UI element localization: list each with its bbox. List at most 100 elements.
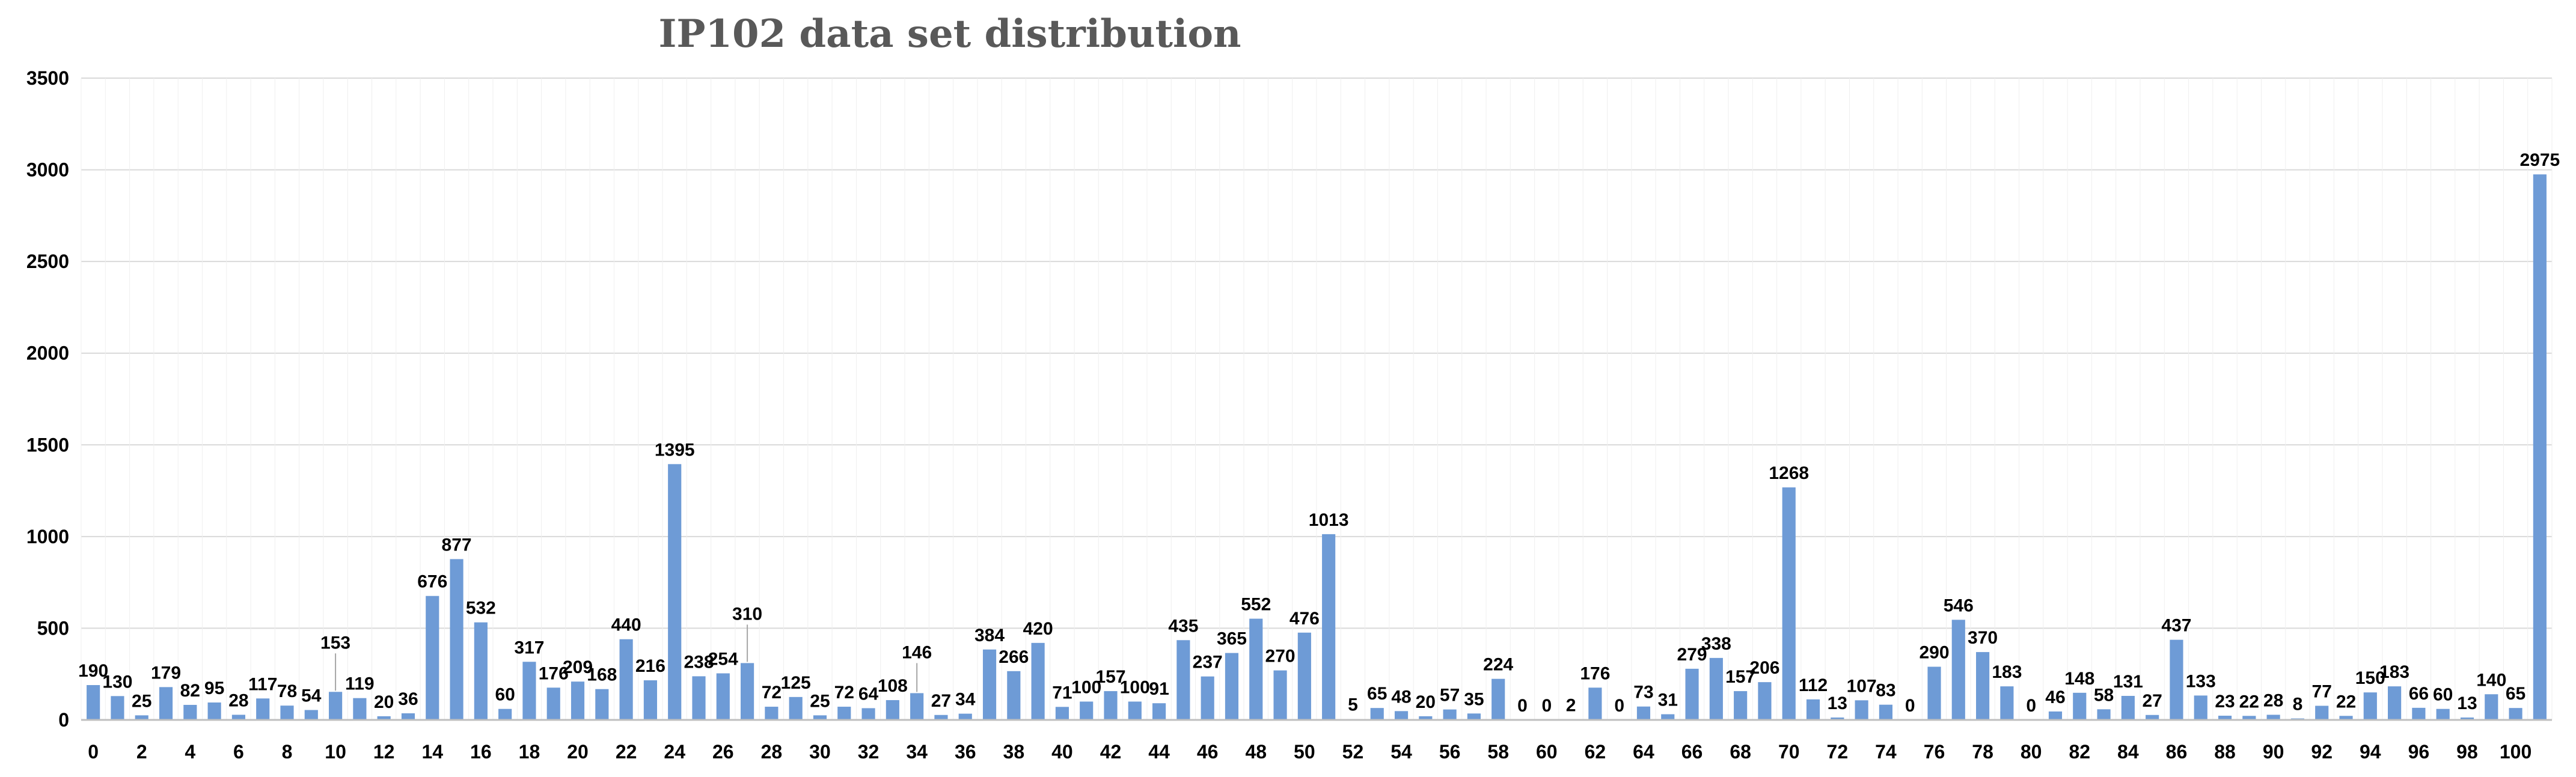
x-tick-label: 84 (2117, 741, 2139, 763)
x-tick-label: 42 (1100, 741, 1122, 763)
x-tick-label: 74 (1875, 741, 1897, 763)
data-label: 290 (1919, 643, 1949, 663)
y-tick-label: 3500 (26, 67, 69, 89)
bar (765, 707, 779, 720)
data-label: 190 (78, 661, 108, 681)
bar (1201, 676, 1214, 720)
bar (1322, 534, 1336, 720)
bar (135, 715, 148, 720)
bar (426, 596, 439, 720)
data-label: 183 (2379, 662, 2409, 682)
data-label: 57 (1440, 686, 1460, 705)
data-label: 140 (2476, 670, 2506, 690)
data-label: 476 (1290, 609, 1320, 629)
data-label: 552 (1241, 595, 1271, 615)
data-label: 317 (514, 638, 544, 657)
bar (2460, 718, 2474, 720)
data-label: 146 (902, 642, 932, 662)
data-label: 77 (2312, 682, 2332, 702)
x-tick-label: 24 (664, 741, 685, 763)
x-tick-label: 66 (1681, 741, 1703, 763)
x-tick-label: 80 (2021, 741, 2042, 763)
data-label: 72 (834, 683, 854, 702)
x-tick-label: 56 (1439, 741, 1461, 763)
data-label: 78 (277, 681, 297, 701)
bar (1176, 640, 1190, 720)
x-tick-label: 46 (1197, 741, 1219, 763)
x-tick-label: 78 (1972, 741, 1993, 763)
x-tick-label: 8 (282, 741, 293, 763)
bar (571, 681, 585, 720)
data-label: 22 (2336, 692, 2356, 711)
data-label: 95 (204, 678, 224, 698)
y-tick-label: 1500 (26, 434, 69, 456)
x-tick-label: 22 (616, 741, 637, 763)
chart-title: IP102 data set distribution (658, 11, 1241, 56)
bar (910, 693, 924, 720)
x-tick-label: 54 (1390, 741, 1412, 763)
data-label: 216 (635, 656, 665, 676)
data-label: 13 (1828, 693, 1847, 713)
bar (304, 710, 318, 720)
x-tick-label: 16 (470, 741, 492, 763)
data-label: 2975 (2519, 150, 2560, 170)
data-label: 150 (2355, 668, 2385, 688)
bar (692, 676, 706, 720)
data-label: 22 (2239, 692, 2259, 711)
bar (1080, 701, 1094, 720)
y-tick-label: 3000 (26, 159, 69, 181)
x-tick-label: 70 (1778, 741, 1800, 763)
gridlines (81, 78, 2553, 720)
bar (837, 707, 851, 720)
data-label: 148 (2064, 669, 2094, 689)
bar (280, 705, 294, 720)
bar (1249, 618, 1263, 720)
data-label: 25 (810, 691, 830, 711)
data-label: 168 (587, 665, 617, 685)
bar (2242, 716, 2256, 720)
data-label: 112 (1799, 675, 1828, 695)
x-tick-label: 86 (2166, 741, 2188, 763)
bar (619, 639, 633, 720)
data-label: 237 (1193, 653, 1223, 672)
data-label: 440 (611, 615, 641, 635)
x-tick-label: 52 (1342, 741, 1364, 763)
bar (87, 685, 100, 720)
bar (329, 692, 343, 720)
data-label: 546 (1944, 596, 1974, 615)
data-label: 157 (1725, 667, 1755, 687)
bar (668, 464, 682, 720)
x-axis: 0 2 4 6 8 10 12 14 16 18 20 22 24 26 28 30 32 34 36 38 40 42 4… (81, 719, 2552, 763)
bar (1806, 699, 1820, 720)
data-label: 36 (398, 689, 418, 709)
data-label: 82 (180, 681, 200, 701)
data-label: 60 (2433, 685, 2453, 705)
data-label: 676 (417, 572, 447, 592)
x-tick-label: 44 (1148, 741, 1170, 763)
x-tick-label: 48 (1245, 741, 1267, 763)
bar (1467, 713, 1481, 720)
bar (159, 687, 173, 720)
data-label: 28 (2263, 690, 2283, 710)
data-label: 8 (2293, 695, 2303, 715)
bar (111, 696, 124, 720)
data-label: 0 (1614, 696, 1624, 716)
bars (87, 174, 2547, 720)
bar (1297, 632, 1311, 720)
bar (1782, 487, 1796, 720)
data-label: 65 (2506, 684, 2526, 704)
data-label: 60 (495, 685, 515, 705)
bar (2509, 708, 2522, 720)
bar (1055, 707, 1069, 720)
bar (377, 716, 391, 720)
bar (1927, 666, 1941, 720)
data-label: 25 (132, 691, 151, 711)
bar (1758, 682, 1772, 720)
data-label: 2 (1566, 695, 1576, 715)
data-label: 420 (1023, 619, 1053, 639)
data-label: 1395 (655, 440, 695, 460)
data-label: 66 (2409, 684, 2429, 704)
data-label: 83 (1876, 681, 1895, 701)
x-tick-label: 76 (1924, 741, 1945, 763)
bar (958, 713, 972, 720)
